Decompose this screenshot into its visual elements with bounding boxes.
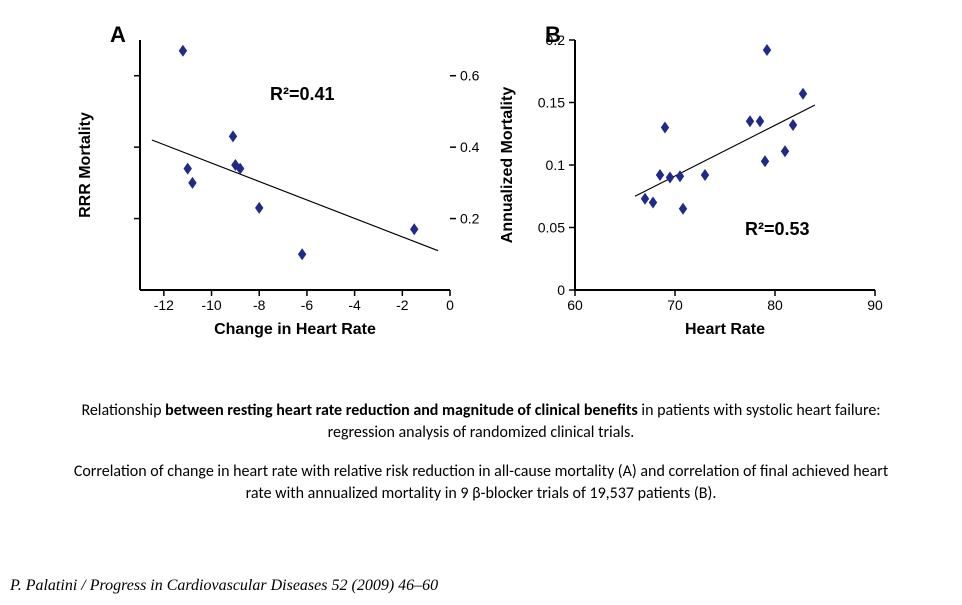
- svg-text:RRR Mortality: RRR Mortality: [77, 112, 94, 218]
- svg-text:R²=0.41: R²=0.41: [270, 84, 335, 104]
- svg-text:70: 70: [667, 297, 683, 313]
- citation: P. Palatini / Progress in Cardiovascular…: [10, 577, 438, 595]
- svg-text:60: 60: [567, 297, 583, 313]
- svg-text:-8: -8: [253, 297, 266, 313]
- chart-a: -12 -10 -8 -6 -4 -2 0 0.2 0.4 0.6 A R²=0.41 Change i…: [60, 20, 480, 350]
- svg-text:0.4: 0.4: [460, 139, 480, 155]
- svg-text:-12: -12: [154, 297, 174, 313]
- svg-text:Heart Rate: Heart Rate: [685, 321, 765, 338]
- svg-text:0: 0: [557, 282, 565, 298]
- svg-text:A: A: [110, 22, 126, 47]
- svg-text:0.2: 0.2: [460, 211, 480, 227]
- svg-text:0.6: 0.6: [460, 68, 480, 84]
- svg-text:0: 0: [446, 297, 454, 313]
- svg-text:0.15: 0.15: [538, 95, 565, 111]
- svg-text:-4: -4: [348, 297, 361, 313]
- svg-text:Change in Heart Rate: Change in Heart Rate: [214, 321, 376, 338]
- svg-text:0.1: 0.1: [546, 157, 566, 173]
- svg-text:-2: -2: [396, 297, 409, 313]
- caption-block: Relationship between resting heart rate …: [60, 400, 902, 522]
- svg-text:80: 80: [767, 297, 783, 313]
- svg-text:Annualized Mortality: Annualized Mortality: [499, 87, 516, 244]
- svg-text:-6: -6: [301, 297, 314, 313]
- svg-text:0.05: 0.05: [538, 220, 565, 236]
- svg-text:B: B: [545, 22, 561, 47]
- caption-paragraph-1: Relationship between resting heart rate …: [60, 400, 902, 443]
- page-root: -12 -10 -8 -6 -4 -2 0 0.2 0.4 0.6 A R²=0.41 Change i…: [0, 0, 962, 605]
- svg-text:R²=0.53: R²=0.53: [745, 219, 810, 239]
- chart-b: 6070809000.050.10.150.2BR²=0.53Heart Rat…: [490, 20, 910, 350]
- svg-text:-10: -10: [201, 297, 221, 313]
- chart-b-wrap: 6070809000.050.10.150.2BR²=0.53Heart Rat…: [490, 20, 910, 360]
- charts-row: -12 -10 -8 -6 -4 -2 0 0.2 0.4 0.6 A R²=0.41 Change i…: [60, 20, 910, 360]
- caption-p1-bold: between resting heart rate reduction and…: [165, 401, 638, 420]
- caption-paragraph-2: Correlation of change in heart rate with…: [60, 461, 902, 504]
- chart-a-wrap: -12 -10 -8 -6 -4 -2 0 0.2 0.4 0.6 A R²=0.41 Change i…: [60, 20, 480, 360]
- caption-p1-pre: Relationship: [81, 401, 165, 420]
- svg-text:90: 90: [867, 297, 883, 313]
